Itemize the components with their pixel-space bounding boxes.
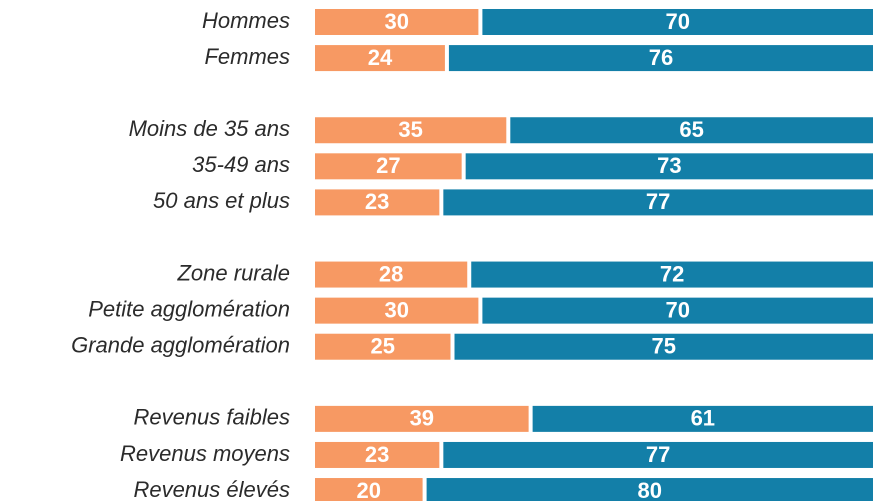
- category-label: Zone rurale: [176, 260, 290, 285]
- bar-segment: [482, 297, 873, 324]
- value-label: 27: [376, 153, 400, 178]
- bar-segment: [443, 189, 873, 216]
- value-label: 25: [371, 334, 395, 359]
- value-label: 28: [379, 261, 403, 286]
- value-label: 30: [384, 9, 408, 34]
- bar-segment: [315, 117, 507, 144]
- value-label: 65: [679, 117, 703, 142]
- bar-segment: [315, 45, 445, 72]
- value-label: 39: [410, 406, 434, 431]
- value-label: 61: [691, 406, 715, 431]
- bar-segment: [482, 9, 873, 35]
- bar-segment: [471, 261, 873, 288]
- bar-segment: [315, 478, 423, 501]
- category-label: Grande agglomération: [71, 333, 290, 358]
- bar-segment: [315, 333, 451, 360]
- category-label: 35-49 ans: [192, 152, 290, 177]
- bar-segment: [532, 405, 873, 432]
- bar-segment: [426, 478, 873, 501]
- bar-segment: [443, 441, 873, 468]
- value-label: 23: [365, 442, 389, 467]
- value-label: 20: [357, 478, 381, 501]
- bar-segment: [315, 153, 462, 180]
- value-label: 24: [368, 45, 393, 70]
- value-label: 70: [665, 297, 689, 322]
- value-label: 76: [649, 45, 673, 70]
- value-label: 77: [646, 189, 670, 214]
- value-label: 77: [646, 442, 670, 467]
- category-label: Revenus moyens: [120, 441, 290, 466]
- value-label: 73: [657, 153, 681, 178]
- bar-segment: [448, 45, 873, 72]
- category-label: 50 ans et plus: [153, 188, 290, 213]
- value-label: 80: [638, 478, 662, 501]
- bar-segment: [465, 153, 873, 180]
- category-label: Revenus faibles: [133, 405, 290, 430]
- value-label: 30: [384, 297, 408, 322]
- value-label: 70: [665, 9, 689, 34]
- category-label: Hommes: [202, 8, 290, 33]
- category-label: Moins de 35 ans: [129, 116, 290, 141]
- category-label: Petite agglomération: [88, 296, 290, 321]
- value-label: 72: [660, 261, 684, 286]
- bar-segment: [315, 261, 468, 288]
- value-label: 75: [652, 334, 676, 359]
- bar-segment: [315, 189, 440, 216]
- value-label: 23: [365, 189, 389, 214]
- bar-segment: [510, 117, 873, 144]
- bar-segment: [315, 405, 529, 432]
- bar-segment: [315, 441, 440, 468]
- category-label: Femmes: [204, 44, 290, 69]
- category-label: Revenus élevés: [133, 477, 290, 501]
- value-label: 35: [398, 117, 422, 142]
- bar-segment: [315, 9, 479, 35]
- bar-segment: [454, 333, 873, 360]
- bar-segment: [315, 297, 479, 324]
